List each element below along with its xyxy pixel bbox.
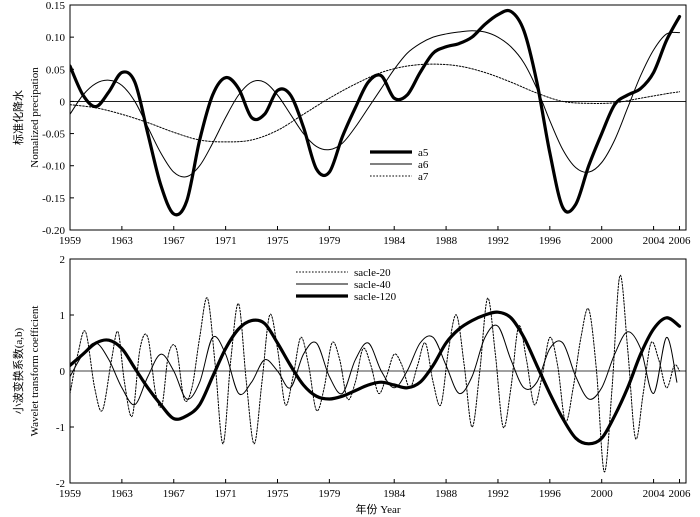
y-tick-label: -1 (56, 422, 65, 434)
y-tick-label: -0.15 (42, 193, 65, 205)
x-tick-label: 1984 (383, 488, 406, 500)
y-tick-label: 0.10 (46, 32, 66, 44)
x-tick-label: 2004 (643, 235, 666, 247)
y-tick-label: 1 (60, 310, 66, 322)
y-tick-label: 0 (60, 366, 66, 378)
x-tick-label: 1988 (435, 488, 458, 500)
y-tick-label: -0.05 (42, 129, 65, 141)
x-tick-label: 1992 (487, 235, 509, 247)
y-tick-label: 0.15 (46, 0, 66, 12)
x-tick-label: 1971 (215, 235, 237, 247)
y-tick-label: -0.10 (42, 161, 65, 173)
legend-label-a7: a7 (418, 171, 429, 183)
plot-frame (69, 4, 687, 231)
legend-label-a5: a5 (418, 147, 429, 159)
y-axis-label: Nomalized precipation (29, 67, 41, 168)
x-tick-label: 1979 (318, 488, 341, 500)
x-tick-label: 1975 (266, 235, 289, 247)
x-tick-label: 1979 (318, 235, 341, 247)
x-tick-label: 1971 (215, 488, 237, 500)
x-tick-label: 1967 (163, 235, 186, 247)
y-tick-label: 0 (60, 96, 66, 108)
y-tick-label: -0.20 (42, 225, 65, 237)
x-tick-label: 2006 (669, 235, 692, 247)
legend-label-sacle-120: sacle-120 (354, 291, 397, 303)
x-tick-label: 1963 (111, 235, 134, 247)
x-tick-label: 1988 (435, 235, 458, 247)
series-line-sacle-20 (70, 275, 681, 473)
x-tick-label: 1996 (539, 488, 562, 500)
legend-label-a6: a6 (418, 159, 429, 171)
x-tick-label: 1963 (111, 488, 134, 500)
x-tick-label: 2000 (591, 235, 614, 247)
series-line-a6 (70, 30, 681, 178)
x-tick-label: 1996 (539, 235, 562, 247)
chart-panel-1: -0.20 -0.15 -0.10 -0.05 0 0.05 0.10 0.15 1959 196… (11, 0, 691, 247)
y-tick-label: 0.05 (46, 64, 66, 76)
x-axis-label: 年份 Year (355, 502, 400, 516)
x-tick-label: 1984 (383, 235, 406, 247)
legend-label-sacle-40: sacle-40 (354, 279, 391, 291)
series-line-sacle-120 (70, 310, 682, 446)
y-tick-label: 2 (60, 254, 66, 266)
x-tick-label: 1959 (59, 488, 82, 500)
x-tick-label: 1992 (487, 488, 509, 500)
chart-panel-2: -2 -1 0 1 2 1959 1963 1967 1971 1975 1979 1984 1988 1… (11, 254, 691, 516)
series-line-a5 (70, 8, 682, 217)
y-tick-label: -2 (56, 478, 65, 490)
x-tick-label: 2006 (669, 488, 692, 500)
legend-label-sacle-20: sacle-20 (354, 267, 391, 279)
y-axis-label: 标准化降水 (11, 90, 25, 145)
series-line-a7 (70, 63, 681, 143)
x-tick-label: 1967 (163, 488, 186, 500)
x-tick-label: 1975 (266, 488, 289, 500)
x-tick-label: 2000 (591, 488, 614, 500)
x-tick-label: 1959 (59, 235, 82, 247)
series-line-sacle-40 (70, 324, 678, 406)
y-axis-label: Wavelet transform coefficient (29, 306, 41, 437)
x-tick-label: 2004 (643, 488, 666, 500)
y-axis-label: 小波变换系数(a,b) (11, 327, 25, 414)
